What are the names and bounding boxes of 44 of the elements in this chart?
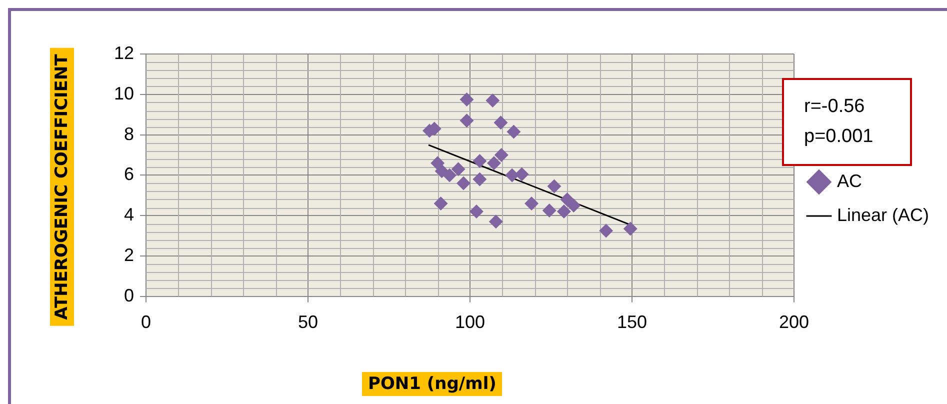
x-tick-label: 0: [140, 312, 152, 332]
point: [460, 114, 474, 128]
point: [560, 192, 574, 206]
y-tick-label: 8: [124, 124, 134, 144]
point: [599, 224, 614, 238]
point: [566, 198, 581, 212]
x-tick-label: 200: [778, 312, 809, 332]
point: [524, 196, 539, 210]
point: [505, 168, 520, 182]
legend-label: AC: [836, 170, 862, 191]
point: [506, 124, 521, 139]
text: p=0.001: [804, 125, 874, 149]
x-tick-label: 50: [298, 312, 318, 332]
y-tick-label: 2: [124, 244, 134, 265]
point: [434, 164, 449, 178]
point: [494, 148, 508, 162]
text: r=-0.56: [804, 95, 866, 119]
point: [494, 116, 508, 130]
point: [486, 93, 500, 108]
y-tick-label: 0: [124, 285, 134, 306]
point: [472, 154, 487, 168]
y-tick-label: 4: [124, 204, 134, 225]
x-tick-label: 150: [616, 312, 647, 332]
point: [547, 179, 562, 194]
point: [514, 167, 529, 182]
point: [542, 204, 556, 218]
point: [486, 156, 501, 170]
y-axis-title: ATHEROGENIC COEFFICIENT: [50, 48, 74, 326]
point: [451, 162, 466, 176]
y-tick-label: 12: [114, 42, 134, 63]
point: [434, 196, 448, 210]
y-tick-label: 10: [114, 83, 134, 104]
point: [472, 172, 487, 186]
point: [556, 204, 571, 219]
x-axis-title: PON1 (ng/ml): [362, 372, 502, 396]
point: [469, 204, 484, 219]
point: [430, 156, 445, 170]
x-tick-label: 100: [454, 312, 486, 332]
legend-label: Linear (AC): [836, 204, 929, 225]
y-tick-label: 6: [124, 164, 134, 184]
point: [623, 222, 638, 236]
point: [488, 214, 503, 229]
point: [456, 176, 471, 190]
point: [460, 92, 474, 106]
